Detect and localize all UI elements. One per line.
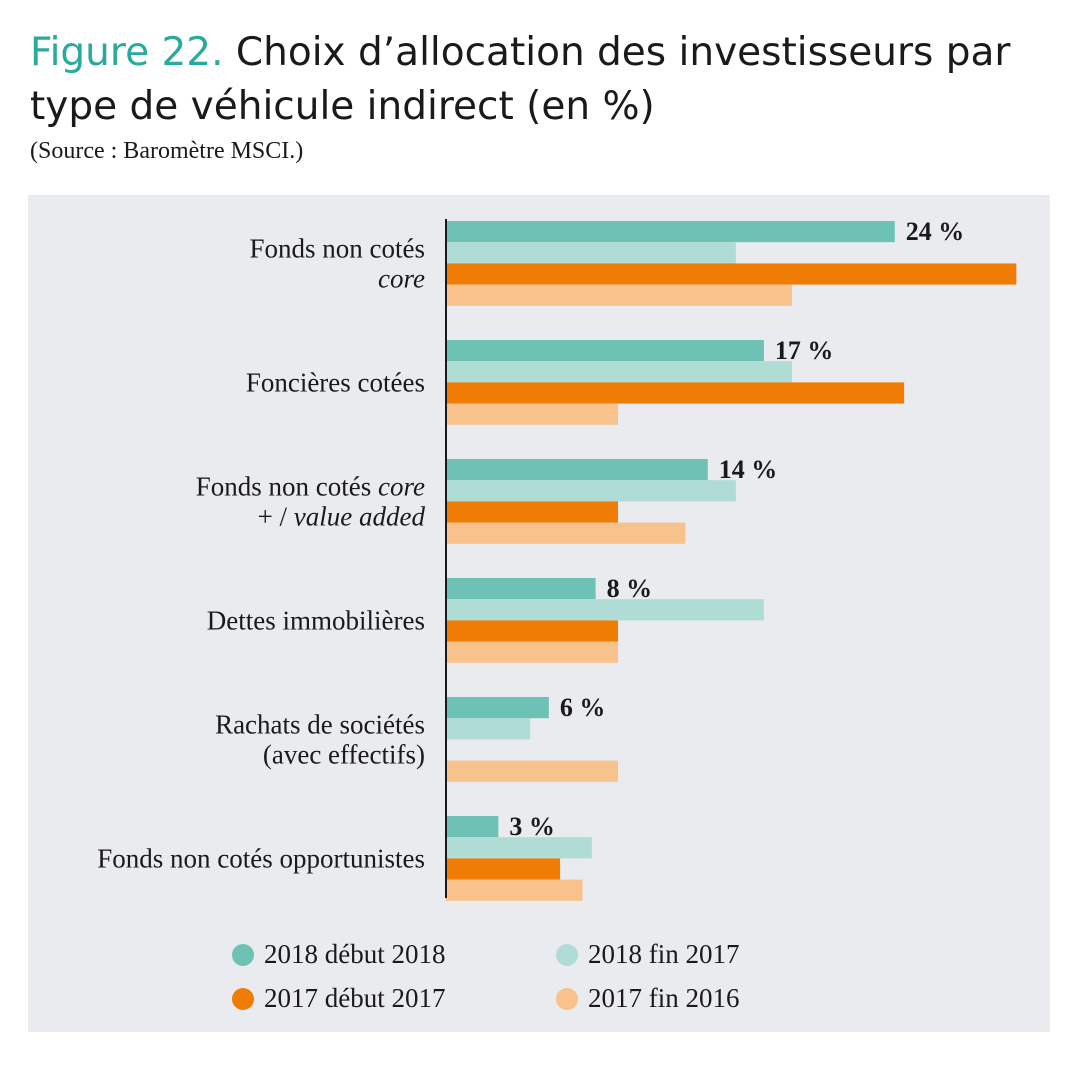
bar-2-series-3	[446, 382, 905, 404]
bar-6-series-3	[446, 858, 561, 880]
bar-5-series-4	[446, 760, 619, 782]
bar-1-series-3	[446, 263, 1017, 285]
bar-6-series-1	[446, 816, 499, 838]
data-label: 14 %	[719, 455, 778, 484]
data-label: 6 %	[560, 693, 606, 722]
bar-6-series-2	[446, 837, 592, 859]
bar-4-series-4	[446, 641, 619, 663]
bar-1-series-2	[446, 242, 736, 264]
figure-label: Figure 22.	[30, 30, 224, 75]
bar-3-series-3	[446, 501, 619, 523]
category-label: Fonds non cotés	[250, 233, 426, 263]
category-label: Fonds non cotés core	[196, 471, 425, 501]
legend-swatch	[232, 943, 254, 966]
bar-4-series-3	[446, 620, 619, 642]
category-label: Fonds non cotés opportunistes	[97, 843, 425, 873]
bar-3-series-1	[446, 459, 708, 481]
chart-title: Figure 22. Choix d’allocation des invest…	[30, 26, 1060, 134]
title-text: Choix d’allocation des investisseurs par…	[30, 30, 1011, 129]
category-label: Dettes immobilières	[207, 605, 425, 635]
data-label: 24 %	[906, 217, 965, 246]
category-label: + / value added	[258, 501, 426, 531]
bar-2-series-2	[446, 361, 792, 383]
source-note: (Source : Baromètre MSCI.)	[30, 138, 304, 164]
category-label: Foncières cotées	[246, 367, 425, 397]
legend-item-2017-fin: 2017 fin 2016	[556, 983, 740, 1014]
data-label: 3 %	[509, 812, 555, 841]
bar-4-series-2	[446, 599, 764, 621]
bar-3-series-2	[446, 480, 736, 502]
bar-2-series-1	[446, 340, 764, 362]
legend-item-2017-debut: 2017 début 2017	[232, 983, 446, 1014]
legend-label: 2017 fin 2016	[588, 983, 740, 1013]
legend-item-2018-fin: 2018 fin 2017	[556, 939, 740, 970]
legend-label: 2017 début 2017	[264, 983, 446, 1013]
bar-6-series-4	[446, 879, 583, 901]
bar-2-series-4	[446, 403, 619, 425]
data-label: 8 %	[607, 574, 653, 603]
legend-swatch	[556, 987, 578, 1010]
category-label: Rachats de sociétés	[215, 709, 425, 739]
bar-5-series-2	[446, 718, 531, 740]
legend-swatch	[556, 943, 578, 966]
bar-1-series-4	[446, 284, 792, 306]
legend-label: 2018 début 2018	[264, 939, 446, 969]
legend-swatch	[232, 987, 254, 1010]
category-label: (avec effectifs)	[263, 739, 425, 769]
bar-3-series-4	[446, 522, 686, 544]
bar-4-series-1	[446, 578, 596, 600]
legend-label: 2018 fin 2017	[588, 939, 740, 969]
bar-1-series-1	[446, 221, 895, 243]
data-label: 17 %	[775, 336, 834, 365]
category-label: core	[378, 263, 425, 293]
bar-5-series-1	[446, 697, 549, 719]
legend-item-2018-debut: 2018 début 2018	[232, 939, 446, 970]
